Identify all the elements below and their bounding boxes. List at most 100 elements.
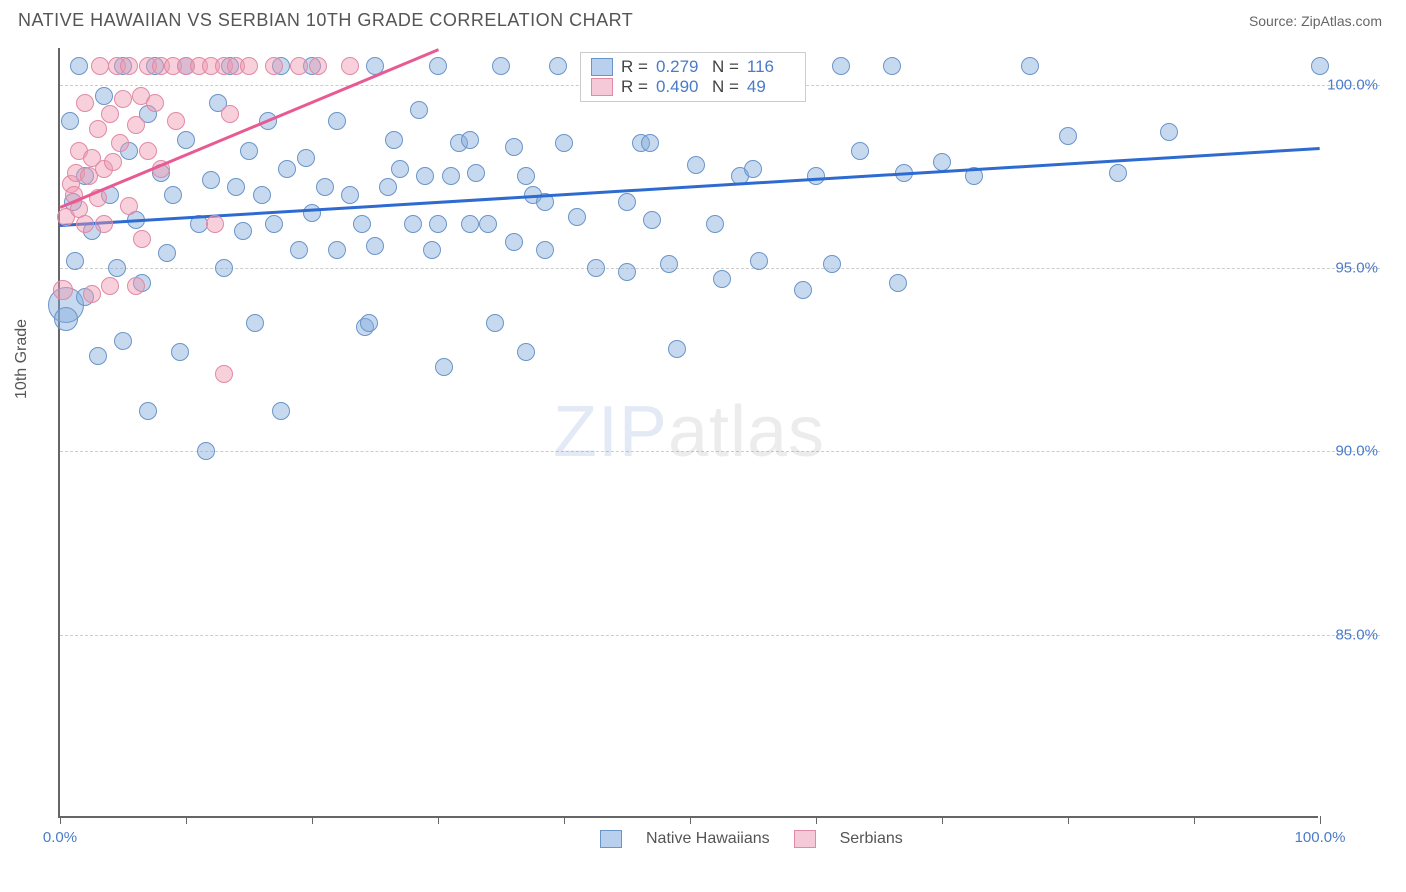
data-point-hawaiians bbox=[215, 259, 233, 277]
gridline bbox=[60, 268, 1380, 269]
data-point-hawaiians bbox=[177, 131, 195, 149]
data-point-hawaiians bbox=[385, 131, 403, 149]
data-point-hawaiians bbox=[341, 186, 359, 204]
legend-label: Serbians bbox=[840, 830, 903, 848]
data-point-hawaiians bbox=[517, 343, 535, 361]
data-point-hawaiians bbox=[379, 178, 397, 196]
data-point-serbians bbox=[146, 94, 164, 112]
data-point-hawaiians bbox=[360, 314, 378, 332]
correlation-legend: R =0.279N =116R =0.490N =49 bbox=[580, 52, 806, 102]
data-point-serbians bbox=[120, 57, 138, 75]
legend-swatch bbox=[794, 830, 816, 848]
data-point-serbians bbox=[120, 197, 138, 215]
data-point-hawaiians bbox=[587, 259, 605, 277]
data-point-hawaiians bbox=[366, 237, 384, 255]
data-point-serbians bbox=[341, 57, 359, 75]
data-point-hawaiians bbox=[246, 314, 264, 332]
data-point-hawaiians bbox=[61, 112, 79, 130]
data-point-hawaiians bbox=[272, 402, 290, 420]
corr-row-hawaiians: R =0.279N =116 bbox=[591, 57, 795, 77]
x-tick bbox=[438, 816, 439, 824]
data-point-hawaiians bbox=[832, 57, 850, 75]
data-point-hawaiians bbox=[1021, 57, 1039, 75]
data-point-hawaiians bbox=[429, 215, 447, 233]
data-point-hawaiians bbox=[202, 171, 220, 189]
data-point-hawaiians bbox=[668, 340, 686, 358]
data-point-hawaiians bbox=[423, 241, 441, 259]
data-point-serbians bbox=[206, 215, 224, 233]
data-point-serbians bbox=[265, 57, 283, 75]
y-axis-title: 10th Grade bbox=[13, 319, 31, 399]
data-point-hawaiians bbox=[492, 57, 510, 75]
data-point-serbians bbox=[167, 112, 185, 130]
legend-swatch bbox=[600, 830, 622, 848]
data-point-hawaiians bbox=[297, 149, 315, 167]
data-point-hawaiians bbox=[505, 138, 523, 156]
x-tick bbox=[564, 816, 565, 824]
scatter-plot: ZIPatlas R =0.279N =116R =0.490N =49 Nat… bbox=[58, 48, 1318, 818]
x-tick bbox=[942, 816, 943, 824]
data-point-serbians bbox=[215, 365, 233, 383]
x-tick bbox=[816, 816, 817, 824]
data-point-hawaiians bbox=[158, 244, 176, 262]
y-tick-label: 95.0% bbox=[1323, 260, 1378, 277]
data-point-hawaiians bbox=[442, 167, 460, 185]
x-tick bbox=[1194, 816, 1195, 824]
data-point-serbians bbox=[95, 215, 113, 233]
data-point-hawaiians bbox=[706, 215, 724, 233]
data-point-serbians bbox=[309, 57, 327, 75]
x-tick bbox=[1068, 816, 1069, 824]
data-point-hawaiians bbox=[517, 167, 535, 185]
data-point-hawaiians bbox=[549, 57, 567, 75]
series-legend: Native HawaiiansSerbians bbox=[600, 830, 903, 848]
data-point-serbians bbox=[104, 153, 122, 171]
data-point-hawaiians bbox=[479, 215, 497, 233]
data-point-serbians bbox=[139, 142, 157, 160]
data-point-hawaiians bbox=[687, 156, 705, 174]
data-point-hawaiians bbox=[536, 241, 554, 259]
data-point-hawaiians bbox=[114, 332, 132, 350]
data-point-hawaiians bbox=[618, 263, 636, 281]
data-point-hawaiians bbox=[794, 281, 812, 299]
x-tick bbox=[690, 816, 691, 824]
data-point-hawaiians bbox=[240, 142, 258, 160]
data-point-hawaiians bbox=[461, 215, 479, 233]
data-point-serbians bbox=[101, 105, 119, 123]
corr-row-serbians: R =0.490N =49 bbox=[591, 77, 795, 97]
data-point-hawaiians bbox=[328, 241, 346, 259]
y-tick-label: 100.0% bbox=[1323, 76, 1378, 93]
data-point-serbians bbox=[114, 90, 132, 108]
data-point-hawaiians bbox=[303, 204, 321, 222]
data-point-hawaiians bbox=[404, 215, 422, 233]
data-point-serbians bbox=[127, 116, 145, 134]
data-point-hawaiians bbox=[66, 252, 84, 270]
source-label: Source: ZipAtlas.com bbox=[1249, 13, 1382, 29]
data-point-hawaiians bbox=[89, 347, 107, 365]
data-point-hawaiians bbox=[197, 442, 215, 460]
x-tick-label: 0.0% bbox=[43, 829, 77, 846]
data-point-hawaiians bbox=[391, 160, 409, 178]
data-point-hawaiians bbox=[641, 134, 659, 152]
data-point-hawaiians bbox=[278, 160, 296, 178]
gridline bbox=[60, 451, 1380, 452]
data-point-hawaiians bbox=[486, 314, 504, 332]
data-point-hawaiians bbox=[744, 160, 762, 178]
y-tick-label: 90.0% bbox=[1323, 443, 1378, 460]
data-point-serbians bbox=[83, 285, 101, 303]
data-point-serbians bbox=[101, 277, 119, 295]
data-point-hawaiians bbox=[416, 167, 434, 185]
data-point-hawaiians bbox=[1311, 57, 1329, 75]
data-point-hawaiians bbox=[889, 274, 907, 292]
data-point-hawaiians bbox=[1160, 123, 1178, 141]
data-point-hawaiians bbox=[933, 153, 951, 171]
gridline bbox=[60, 635, 1380, 636]
data-point-hawaiians bbox=[54, 307, 78, 331]
data-point-serbians bbox=[133, 230, 151, 248]
data-point-serbians bbox=[290, 57, 308, 75]
data-point-serbians bbox=[240, 57, 258, 75]
data-point-serbians bbox=[76, 94, 94, 112]
data-point-serbians bbox=[127, 277, 145, 295]
data-point-hawaiians bbox=[1059, 127, 1077, 145]
data-point-hawaiians bbox=[265, 215, 283, 233]
data-point-hawaiians bbox=[461, 131, 479, 149]
